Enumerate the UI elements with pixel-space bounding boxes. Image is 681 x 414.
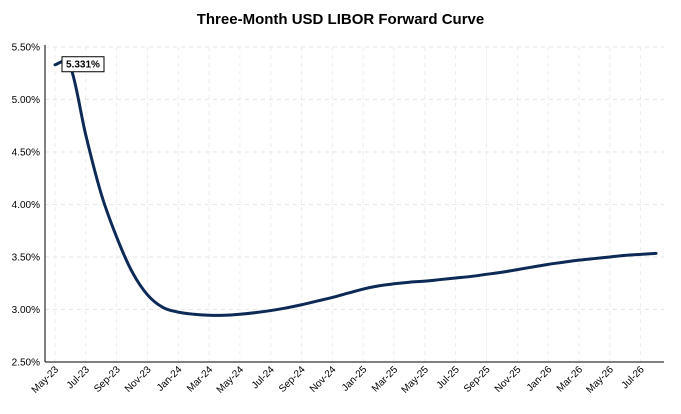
x-tick-label: Jul-26 bbox=[620, 364, 647, 391]
gridlines bbox=[45, 46, 664, 362]
chart-title: Three-Month USD LIBOR Forward Curve bbox=[196, 11, 485, 28]
x-tick-label: Nov-24 bbox=[308, 364, 339, 395]
annotation-layer: 5.331% bbox=[61, 56, 105, 73]
y-tick-label: 5.50% bbox=[12, 43, 40, 54]
y-tick-label: 2.50% bbox=[12, 358, 40, 369]
x-tick-label: Jan-25 bbox=[340, 364, 370, 394]
annotation-label: 5.331% bbox=[66, 60, 100, 71]
y-tick-label: 3.00% bbox=[12, 305, 40, 316]
x-tick-label: Mar-25 bbox=[370, 364, 400, 394]
x-tick-label: Jan-26 bbox=[525, 364, 555, 394]
x-tick-label: Sep-24 bbox=[277, 364, 308, 395]
x-tick-label: Mar-26 bbox=[555, 364, 585, 394]
x-tick-label: Sep-25 bbox=[462, 364, 493, 395]
y-tick-label: 3.50% bbox=[12, 253, 40, 264]
y-tick-label: 4.00% bbox=[12, 200, 40, 211]
x-tick-label: Jul-25 bbox=[435, 364, 462, 391]
x-tick-label: Nov-25 bbox=[493, 364, 524, 395]
y-tick-label: 5.00% bbox=[12, 95, 40, 106]
y-tick-label: 4.50% bbox=[12, 148, 40, 159]
x-tick-label: May-26 bbox=[585, 364, 617, 396]
forward-curve-line bbox=[53, 59, 658, 317]
x-tick-label: Jan-24 bbox=[155, 364, 185, 394]
x-tick-label: Jul-24 bbox=[250, 364, 277, 391]
x-tick-label: Nov-23 bbox=[123, 364, 154, 395]
x-tick-label: May-23 bbox=[30, 364, 62, 396]
x-tick-label: Jul-23 bbox=[65, 364, 92, 391]
x-tick-label: May-24 bbox=[215, 364, 247, 396]
annotation-box bbox=[61, 56, 105, 73]
x-tick-label: May-25 bbox=[400, 364, 432, 396]
y-axis-tick-labels: 2.50% 3.00% 3.50% 4.00% 4.50% 5.00% 5.50% bbox=[12, 43, 40, 369]
x-tick-label: Sep-23 bbox=[92, 364, 123, 395]
series-layer bbox=[53, 59, 658, 317]
axes bbox=[44, 45, 664, 363]
x-tick-label: Mar-24 bbox=[185, 364, 215, 394]
x-axis-tick-labels: May-23 Jul-23 Sep-23 Nov-23 Jan-24 Mar-24 May-… bbox=[30, 364, 647, 396]
